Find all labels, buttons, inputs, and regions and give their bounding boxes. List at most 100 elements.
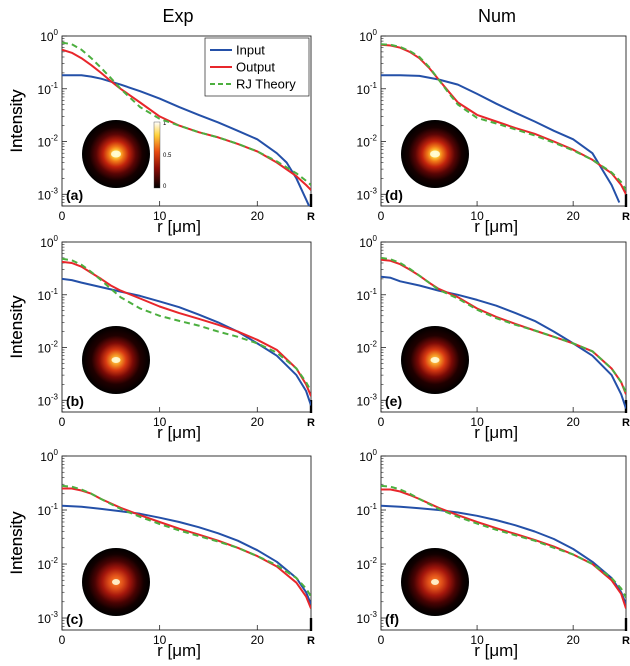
- inset-intensity-core: [431, 579, 439, 585]
- series-line-rj-theory: [381, 43, 626, 191]
- x-tick-label: 0: [59, 209, 66, 223]
- x-tick-label: 0: [378, 209, 385, 223]
- chart-panel-b: 100 10-1 10-2 10-30 10 20 Rr [μm] Intensity (b): [7, 234, 315, 442]
- colorbar: [153, 121, 161, 189]
- x-tick-label: 0: [59, 415, 66, 429]
- x-tick-label: 10: [470, 633, 484, 647]
- y-tick-label: 100: [40, 234, 58, 250]
- x-tick-label: 10: [153, 415, 167, 429]
- plot-frame: [61, 35, 312, 207]
- panel-label: (c): [66, 611, 83, 627]
- x-tick-label: 10: [470, 415, 484, 429]
- y-tick-label: 100: [40, 28, 58, 44]
- y-tick-label: 100: [359, 28, 377, 44]
- chart-panel-c: 100 10-1 10-2 10-30 10 20 Rr [μm] Intensity (c): [7, 448, 315, 660]
- x-tick-label: 20: [251, 415, 265, 429]
- column-title-exp: Exp: [162, 6, 193, 26]
- y-tick-label: 10-2: [38, 134, 59, 150]
- plot-frame: [61, 455, 312, 631]
- y-axis-label: Intensity: [7, 89, 26, 153]
- y-axis-label: Intensity: [7, 89, 26, 153]
- y-tick-label: 10-2: [38, 340, 59, 356]
- x-tick-label-r: R: [622, 211, 630, 223]
- x-tick-label-r: R: [622, 635, 630, 647]
- legend-label-output: Output: [236, 60, 275, 75]
- y-tick-label: 10-1: [38, 287, 59, 303]
- y-tick-label: 10-1: [357, 81, 378, 97]
- x-tick-label-r: R: [307, 417, 315, 429]
- y-tick-label: 10-2: [357, 134, 378, 150]
- panel-label: (e): [385, 393, 402, 409]
- x-axis-label: r [μm]: [157, 423, 201, 442]
- x-axis-label: r [μm]: [157, 217, 201, 236]
- series-line-output: [62, 487, 311, 609]
- x-tick-label: 10: [153, 209, 167, 223]
- y-axis-label: Intensity: [7, 295, 26, 359]
- x-tick-label: 0: [378, 633, 385, 647]
- y-tick-label: 10-3: [357, 392, 378, 408]
- plot-frame: [380, 455, 627, 631]
- plot-frame: [380, 241, 627, 413]
- x-axis-label: r [μm]: [157, 641, 201, 660]
- y-tick-label: 10-3: [38, 186, 59, 202]
- inset-intensity-core: [430, 150, 440, 158]
- x-tick-label-r: R: [307, 211, 315, 223]
- y-tick-label: 10-1: [38, 81, 59, 97]
- y-tick-label: 10-2: [357, 340, 378, 356]
- y-tick-label: 10-1: [357, 287, 378, 303]
- panel-label: (b): [66, 393, 84, 409]
- x-tick-label: 10: [153, 633, 167, 647]
- inset-intensity-core: [112, 579, 120, 585]
- y-tick-label: 100: [40, 448, 58, 464]
- series-line-rj-theory: [62, 41, 311, 186]
- x-tick-label-r: R: [307, 635, 315, 647]
- x-tick-label: 20: [566, 415, 580, 429]
- y-axis-label: Intensity: [7, 295, 26, 359]
- x-axis-label: r [μm]: [474, 641, 518, 660]
- y-tick-label: 100: [359, 448, 377, 464]
- y-tick-label: 10-3: [357, 186, 378, 202]
- inset-intensity-core: [111, 150, 121, 158]
- y-axis-label: Intensity: [7, 511, 26, 575]
- plot-frame: [61, 241, 312, 413]
- x-axis-label: r [μm]: [474, 217, 518, 236]
- series-line-rj-theory: [381, 484, 626, 598]
- series-line-input: [62, 74, 311, 206]
- x-tick-label: 20: [566, 633, 580, 647]
- inset-intensity-core: [430, 357, 440, 363]
- colorbar-tick-label: 0: [163, 184, 167, 190]
- x-tick-label: 20: [566, 209, 580, 223]
- y-tick-label: 100: [359, 234, 377, 250]
- panel-label: (d): [385, 187, 403, 203]
- y-tick-label: 10-3: [357, 610, 378, 626]
- y-axis-label: Intensity: [7, 511, 26, 575]
- x-tick-label: 10: [470, 209, 484, 223]
- legend-label-rj-theory: RJ Theory: [236, 77, 296, 92]
- panel-label: (f): [385, 611, 399, 627]
- series-line-input: [62, 277, 311, 406]
- colorbar-tick-label: 0.5: [163, 153, 172, 159]
- y-tick-label: 10-3: [38, 610, 59, 626]
- y-tick-label: 10-1: [38, 502, 59, 518]
- series-line-rj-theory: [62, 257, 311, 392]
- series-line-output: [381, 258, 626, 395]
- x-axis-label: r [μm]: [474, 423, 518, 442]
- inset-intensity-core: [111, 357, 121, 363]
- y-tick-label: 10-1: [357, 502, 378, 518]
- y-tick-label: 10-2: [357, 556, 378, 572]
- x-tick-label: 20: [251, 633, 265, 647]
- x-tick-label: 0: [59, 633, 66, 647]
- plot-frame: [380, 35, 627, 207]
- panel-label: (a): [66, 187, 83, 203]
- x-tick-label: 20: [251, 209, 265, 223]
- colorbar-tick-label: 1: [163, 121, 167, 127]
- y-tick-label: 10-2: [38, 556, 59, 572]
- column-title-num: Num: [478, 6, 516, 26]
- y-tick-label: 10-3: [38, 392, 59, 408]
- legend-label-input: Input: [236, 43, 265, 58]
